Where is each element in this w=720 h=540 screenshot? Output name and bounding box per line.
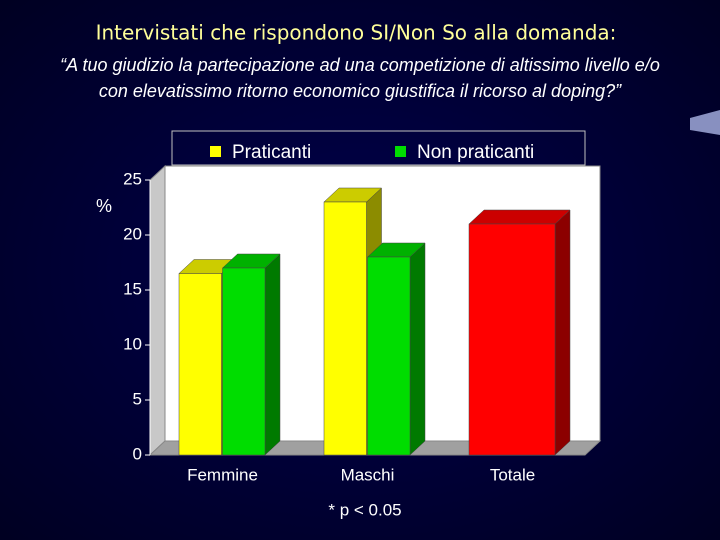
footnote: * p < 0.05 — [328, 500, 401, 519]
bar — [468, 223, 556, 456]
subtitle: con elevatissimo ritorno economico giust… — [99, 81, 622, 101]
bar-top — [468, 209, 571, 225]
y-axis-label: % — [96, 196, 112, 216]
legend-label: Non praticanti — [417, 142, 534, 163]
subtitle: “A tuo giudizio la partecipazione ad una… — [60, 55, 660, 75]
y-tick-label: 0 — [133, 444, 142, 463]
bar — [222, 267, 266, 456]
y-tick-label: 20 — [123, 224, 142, 243]
y-tick-label: 15 — [123, 279, 142, 298]
bar-side — [264, 253, 281, 456]
y-tick-label: 25 — [123, 169, 142, 188]
bar — [323, 201, 367, 456]
legend-swatch — [210, 146, 221, 157]
bar-side — [554, 209, 571, 456]
chart-title: Intervistati che rispondono SI/Non So al… — [96, 21, 617, 45]
y-tick-label: 10 — [123, 334, 142, 353]
y-tick-label: 5 — [133, 389, 142, 408]
side-wall — [149, 164, 166, 457]
x-tick-label: Maschi — [341, 465, 395, 484]
x-tick-label: Femmine — [187, 465, 258, 484]
bar — [367, 256, 411, 456]
legend-label: Praticanti — [232, 142, 311, 163]
decoration — [690, 110, 720, 135]
bar — [178, 273, 222, 456]
legend-box — [171, 130, 586, 166]
bar-side — [409, 242, 426, 456]
legend-swatch — [395, 146, 406, 157]
x-tick-label: Totale — [490, 465, 535, 484]
